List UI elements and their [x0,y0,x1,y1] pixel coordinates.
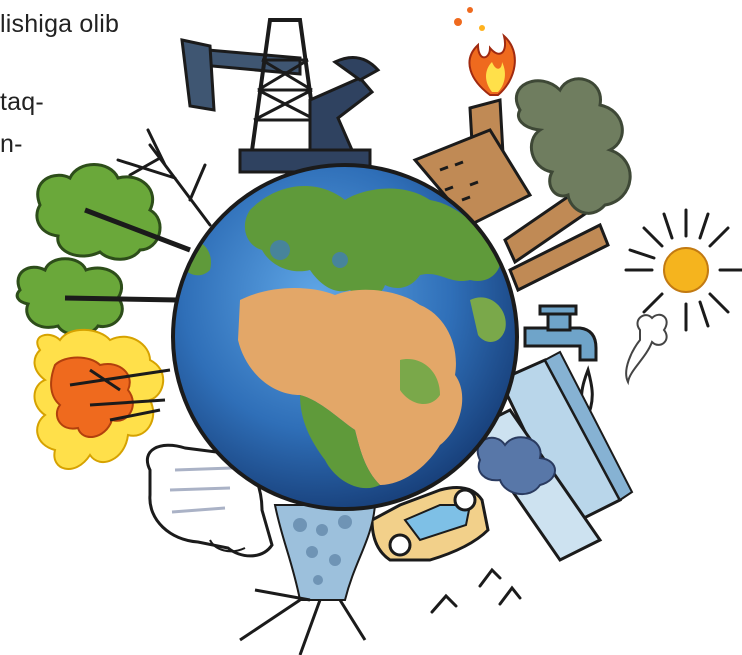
birds-icon [430,567,522,614]
text-fragment-line2: taq- [0,88,44,116]
sun-icon [624,208,742,386]
sewage-outflow [239,504,377,655]
burning-tree-icon [33,328,171,470]
dead-tree-icon [116,128,212,227]
text-fragment-line1: lishiga olib [0,10,120,38]
car-icon [370,486,490,562]
buildings-icon [467,350,634,562]
trees-icon [15,163,191,337]
flame-icon [454,7,516,96]
oil-pump-icon [180,18,381,174]
smoke-icon [514,77,632,215]
factory-icon [412,98,610,293]
earth-globe-icon [171,163,519,511]
text-fragment-line3: n- [0,130,23,158]
